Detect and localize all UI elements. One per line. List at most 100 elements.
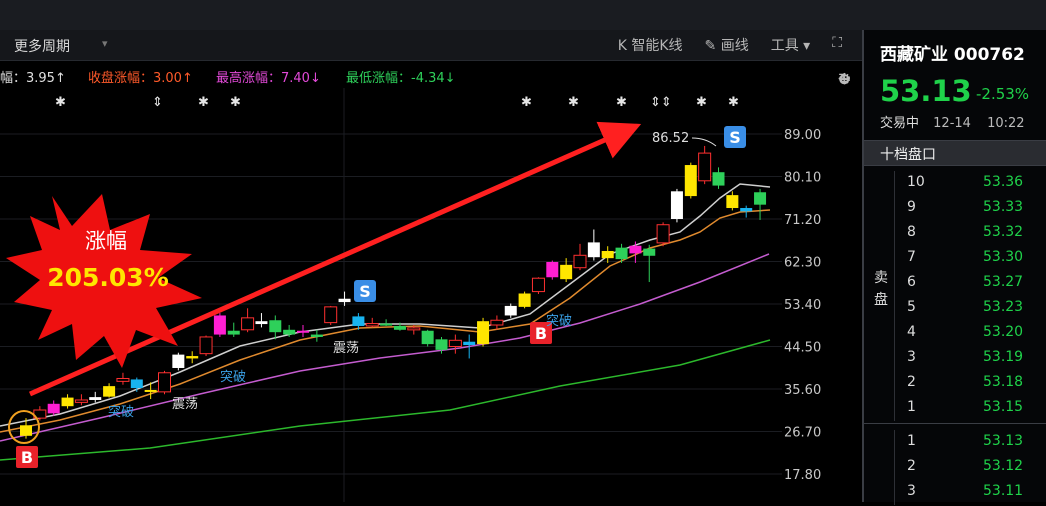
high-change-stat: 最高涨幅：7.40↓ (216, 71, 321, 86)
candlestick[interactable] (546, 260, 559, 280)
candlestick[interactable] (269, 315, 282, 340)
candlestick[interactable] (754, 188, 767, 220)
orderbook-row[interactable]: 1 53.15 (894, 396, 1046, 421)
orderbook-row[interactable]: 10 53.36 (894, 171, 1046, 196)
orderbook-price: 53.30 (983, 249, 1024, 265)
candlestick[interactable] (310, 329, 323, 342)
gear-icon[interactable]: ⚙ (838, 70, 852, 88)
orderbook-row[interactable]: 5 53.23 (894, 296, 1046, 321)
smart-k-button[interactable]: K 智能K线 (617, 38, 683, 54)
draw-line-button[interactable]: ✎ 画线 (704, 38, 749, 54)
candlestick[interactable] (47, 400, 60, 416)
quote-panel: 西藏矿业 000762 53.13 -2.53% 交易中 12-14 10:22… (864, 30, 1046, 505)
candlestick[interactable] (103, 383, 116, 398)
buy-highlight-circle (8, 410, 40, 444)
y-tick-label: 80.10 (784, 171, 821, 186)
y-tick-label: 26.70 (784, 426, 821, 441)
move-icon[interactable]: ✥ (838, 70, 851, 88)
orderbook-level: 3 (907, 349, 916, 365)
panel-divider[interactable] (862, 30, 864, 502)
candlestick[interactable] (213, 313, 226, 337)
orderbook-row[interactable]: 3 53.19 (894, 346, 1046, 371)
orderbook-header[interactable]: 十档盘口 (864, 140, 1046, 166)
orderbook-row[interactable]: 7 53.30 (894, 246, 1046, 271)
candlestick[interactable] (670, 188, 683, 223)
orderbook-row[interactable]: 6 53.27 (894, 271, 1046, 296)
candlestick[interactable] (380, 319, 393, 326)
kline-svg[interactable]: 89.00 80.10 71.20 62.30 53.40 44.50 35.60 26.70… (0, 88, 862, 502)
oscillate-label: 震荡 (172, 397, 198, 412)
sell-signal[interactable]: S (354, 280, 376, 302)
refresh-icon[interactable]: ↻ (838, 70, 851, 88)
orderbook-row[interactable]: 2 53.12 (894, 455, 1046, 480)
candlestick[interactable] (365, 317, 379, 328)
candlestick[interactable] (407, 325, 421, 335)
candlestick[interactable] (130, 377, 143, 392)
tools-menu[interactable]: 工具 ▾ (770, 38, 811, 54)
candlestick[interactable] (89, 391, 102, 403)
buy-signal[interactable]: B (16, 446, 38, 468)
candlestick[interactable] (684, 162, 697, 199)
candlestick[interactable] (573, 243, 587, 271)
candlestick[interactable] (587, 229, 600, 261)
candlestick[interactable] (698, 145, 712, 185)
chevron-down-icon[interactable]: ▾ (102, 37, 108, 50)
kline-chart[interactable]: 89.00 80.10 71.20 62.30 53.40 44.50 35.60 26.70… (0, 88, 862, 502)
orderbook-price: 53.13 (983, 433, 1024, 449)
period-selector[interactable]: 更多周期 (14, 39, 70, 55)
orderbook-row[interactable]: 1 53.13 (894, 430, 1046, 455)
orderbook-row[interactable]: 2 53.18 (894, 371, 1046, 396)
candlestick[interactable] (629, 241, 642, 263)
trend-arrow (28, 121, 642, 397)
candlestick[interactable] (199, 335, 213, 357)
orderbook-price: 53.20 (983, 324, 1024, 340)
candlestick[interactable] (241, 308, 255, 333)
candlestick[interactable] (463, 334, 476, 359)
candlestick[interactable] (74, 394, 88, 406)
orderbook-row[interactable]: 8 53.32 (894, 221, 1046, 246)
candlestick[interactable] (435, 336, 448, 354)
orderbook-row[interactable]: 3 53.11 (894, 480, 1046, 505)
candlestick[interactable] (144, 382, 157, 400)
candlestick[interactable] (186, 351, 199, 364)
candlestick[interactable] (643, 244, 656, 283)
orderbook-price: 53.32 (983, 224, 1024, 240)
expand-icon[interactable]: ⛶ (832, 35, 842, 51)
svg-text:✱: ✱ (198, 95, 209, 110)
candlestick[interactable] (158, 370, 171, 395)
sell-signal[interactable]: S (724, 126, 746, 148)
orderbook-row[interactable]: 4 53.20 (894, 321, 1046, 346)
candlestick[interactable] (712, 167, 725, 189)
candlestick[interactable] (352, 313, 365, 330)
candlestick[interactable] (490, 315, 504, 330)
candlestick[interactable] (297, 325, 309, 337)
buy-signal[interactable]: B (530, 322, 552, 344)
candlestick[interactable] (393, 322, 406, 331)
candlestick[interactable] (255, 313, 268, 328)
candlestick[interactable] (20, 418, 32, 439)
candlestick[interactable] (518, 291, 531, 309)
candlestick[interactable] (477, 317, 490, 347)
candlestick[interactable] (615, 243, 628, 263)
candlestick[interactable] (61, 394, 74, 409)
candlestick[interactable] (740, 205, 753, 218)
zoom-out-icon[interactable]: ⊖ (838, 70, 851, 88)
candlestick[interactable] (283, 325, 296, 337)
candlestick[interactable] (504, 303, 517, 318)
candlestick[interactable] (560, 258, 573, 283)
breakout-label: 突破 (220, 369, 246, 385)
candlestick[interactable] (324, 305, 338, 326)
candlestick[interactable] (601, 246, 614, 263)
zoom-in-icon[interactable]: ⊕ (838, 70, 851, 88)
candlestick[interactable] (448, 334, 462, 354)
y-tick-label: 35.60 (784, 383, 821, 398)
candlestick[interactable] (116, 372, 130, 385)
candlestick[interactable] (531, 277, 545, 294)
orderbook-row[interactable]: 9 53.33 (894, 196, 1046, 221)
candlestick[interactable] (227, 322, 240, 337)
candlestick[interactable] (421, 329, 434, 347)
candlestick[interactable] (656, 222, 670, 247)
candlestick[interactable] (172, 352, 185, 371)
candlestick[interactable] (338, 291, 351, 306)
candlestick[interactable] (726, 191, 739, 211)
